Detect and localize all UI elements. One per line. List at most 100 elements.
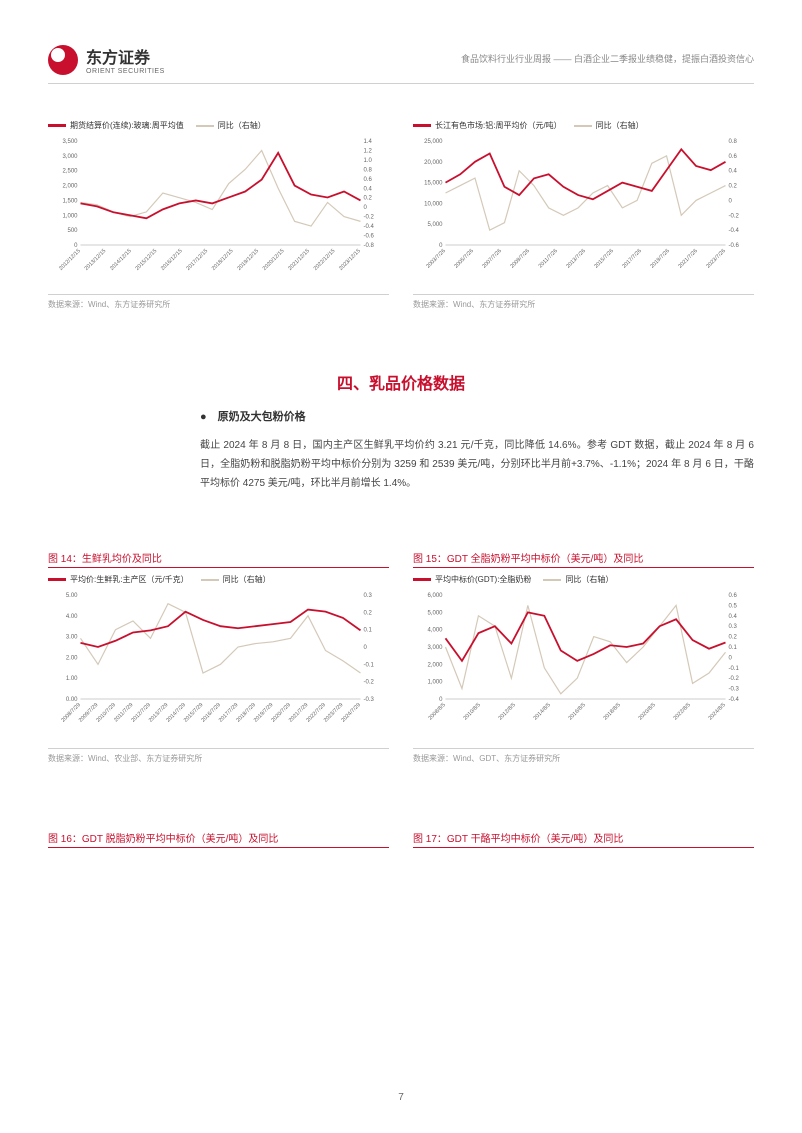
svg-text:0: 0 bbox=[729, 198, 733, 204]
svg-text:-0.1: -0.1 bbox=[729, 666, 740, 672]
svg-text:2,000: 2,000 bbox=[62, 184, 78, 190]
legend-label: 同比（右轴） bbox=[565, 574, 613, 585]
svg-text:5,000: 5,000 bbox=[427, 610, 443, 616]
chart-12-svg: 05001,0001,5002,0002,5003,0003,500-0.8-0… bbox=[48, 135, 389, 285]
svg-text:0.00: 0.00 bbox=[66, 697, 78, 703]
svg-text:-0.4: -0.4 bbox=[364, 224, 375, 230]
svg-text:0.2: 0.2 bbox=[729, 635, 738, 641]
chart-13-legend: 长江有色市场:铝:周平均价（元/吨） 同比（右轴） bbox=[413, 120, 754, 131]
svg-text:20,000: 20,000 bbox=[424, 160, 443, 166]
chart-14-svg: 0.001.002.003.004.005.00-0.3-0.2-0.100.1… bbox=[48, 589, 389, 739]
svg-text:1.00: 1.00 bbox=[66, 676, 78, 682]
svg-text:2024/7/29: 2024/7/29 bbox=[340, 702, 362, 724]
svg-text:-0.2: -0.2 bbox=[364, 215, 375, 221]
logo-block: 东方证券 ORIENT SECURITIES bbox=[48, 44, 165, 75]
chart-17: 图 17：GDT 干酪平均中标价（美元/吨）及同比 bbox=[413, 830, 754, 854]
svg-text:1.2: 1.2 bbox=[364, 148, 373, 154]
svg-text:2.00: 2.00 bbox=[66, 655, 78, 661]
svg-text:2014/8/5: 2014/8/5 bbox=[533, 702, 552, 721]
svg-text:2013/7/26: 2013/7/26 bbox=[565, 248, 587, 270]
legend-swatch-secondary bbox=[574, 125, 592, 127]
chart-pair-bottom: 图 16：GDT 脱脂奶粉平均中标价（美元/吨）及同比 图 17：GDT 干酪平… bbox=[48, 830, 754, 854]
svg-text:0: 0 bbox=[364, 645, 368, 651]
svg-text:2011/7/26: 2011/7/26 bbox=[538, 248, 559, 269]
legend-swatch-primary bbox=[413, 124, 431, 127]
svg-text:2017/12/15: 2017/12/15 bbox=[185, 248, 209, 272]
legend-swatch-secondary bbox=[196, 125, 214, 127]
chart-13-source: 数据来源：Wind、东方证券研究所 bbox=[413, 294, 754, 310]
chart-pair-mid: 图 14：生鲜乳均价及同比 平均价:生鲜乳:主产区（元/千克） 同比（右轴） 0… bbox=[48, 550, 754, 764]
legend-label: 平均中标价(GDT):全脂奶粉 bbox=[435, 574, 531, 585]
chart-14-legend: 平均价:生鲜乳:主产区（元/千克） 同比（右轴） bbox=[48, 574, 389, 585]
svg-text:0.4: 0.4 bbox=[729, 614, 738, 620]
svg-text:2014/12/15: 2014/12/15 bbox=[109, 248, 133, 272]
chart-14-title: 图 14：生鲜乳均价及同比 bbox=[48, 550, 389, 568]
svg-text:2010/8/5: 2010/8/5 bbox=[463, 702, 482, 721]
svg-text:2017/7/26: 2017/7/26 bbox=[621, 248, 643, 270]
svg-text:1,500: 1,500 bbox=[62, 198, 78, 204]
svg-text:2008/8/5: 2008/8/5 bbox=[428, 702, 447, 721]
chart-15-title: 图 15：GDT 全脂奶粉平均中标价（美元/吨）及同比 bbox=[413, 550, 754, 568]
svg-text:-0.4: -0.4 bbox=[729, 697, 740, 703]
svg-text:4,000: 4,000 bbox=[427, 628, 443, 634]
section-body: 截止 2024 年 8 月 8 日，国内主产区生鲜乳平均价约 3.21 元/千克… bbox=[200, 436, 754, 493]
svg-text:2021/7/26: 2021/7/26 bbox=[677, 248, 699, 270]
chart-15-source: 数据来源：Wind、GDT、东方证券研究所 bbox=[413, 748, 754, 764]
legend-swatch-secondary bbox=[201, 579, 219, 581]
svg-text:0.4: 0.4 bbox=[364, 186, 373, 192]
svg-text:2021/12/15: 2021/12/15 bbox=[287, 248, 311, 272]
legend-swatch-secondary bbox=[543, 579, 561, 581]
svg-text:0.2: 0.2 bbox=[364, 196, 373, 202]
svg-text:2018/12/15: 2018/12/15 bbox=[211, 248, 235, 272]
svg-text:2016/8/5: 2016/8/5 bbox=[568, 702, 587, 721]
svg-text:-0.6: -0.6 bbox=[364, 234, 375, 240]
svg-text:2020/12/15: 2020/12/15 bbox=[262, 248, 286, 272]
svg-text:500: 500 bbox=[67, 228, 78, 234]
svg-text:2022/12/15: 2022/12/15 bbox=[313, 248, 337, 272]
page-number: 7 bbox=[398, 1092, 404, 1103]
svg-text:3,000: 3,000 bbox=[427, 645, 443, 651]
chart-15-svg: 01,0002,0003,0004,0005,0006,000-0.4-0.3-… bbox=[413, 589, 754, 739]
chart-12-legend: 期货结算价(连续):玻璃:周平均值 同比（右轴） bbox=[48, 120, 389, 131]
svg-text:15,000: 15,000 bbox=[424, 181, 443, 187]
svg-text:-0.8: -0.8 bbox=[364, 243, 375, 249]
svg-text:2005/7/26: 2005/7/26 bbox=[453, 248, 475, 270]
legend-label: 长江有色市场:铝:周平均价（元/吨） bbox=[435, 120, 562, 131]
chart-14-source: 数据来源：Wind、农业部、东方证券研究所 bbox=[48, 748, 389, 764]
svg-text:-0.2: -0.2 bbox=[729, 213, 740, 219]
svg-text:2024/8/5: 2024/8/5 bbox=[708, 702, 727, 721]
section-title: 四、乳品价格数据 bbox=[0, 370, 802, 394]
svg-text:0.3: 0.3 bbox=[729, 624, 738, 630]
svg-text:2012/8/5: 2012/8/5 bbox=[498, 702, 517, 721]
logo-icon bbox=[48, 45, 78, 75]
svg-text:2012/12/15: 2012/12/15 bbox=[58, 248, 82, 272]
svg-text:0.8: 0.8 bbox=[729, 139, 738, 145]
svg-text:2020/8/5: 2020/8/5 bbox=[638, 702, 657, 721]
svg-text:-0.2: -0.2 bbox=[729, 676, 740, 682]
svg-text:-0.3: -0.3 bbox=[364, 697, 375, 703]
chart-16-title: 图 16：GDT 脱脂奶粉平均中标价（美元/吨）及同比 bbox=[48, 830, 389, 848]
svg-text:0.8: 0.8 bbox=[364, 167, 373, 173]
chart-17-title: 图 17：GDT 干酪平均中标价（美元/吨）及同比 bbox=[413, 830, 754, 848]
svg-text:2,500: 2,500 bbox=[62, 169, 78, 175]
chart-15: 图 15：GDT 全脂奶粉平均中标价（美元/吨）及同比 平均中标价(GDT):全… bbox=[413, 550, 754, 764]
svg-text:2007/7/26: 2007/7/26 bbox=[481, 248, 503, 270]
svg-text:1,000: 1,000 bbox=[62, 213, 78, 219]
svg-text:0.5: 0.5 bbox=[729, 603, 738, 609]
svg-text:2018/8/5: 2018/8/5 bbox=[603, 702, 622, 721]
svg-text:2015/7/26: 2015/7/26 bbox=[593, 248, 615, 270]
svg-text:0.1: 0.1 bbox=[729, 645, 738, 651]
svg-text:0: 0 bbox=[729, 655, 733, 661]
legend-label: 期货结算价(连续):玻璃:周平均值 bbox=[70, 120, 184, 131]
legend-swatch-primary bbox=[48, 124, 66, 127]
svg-text:3,000: 3,000 bbox=[62, 154, 78, 160]
svg-text:0: 0 bbox=[364, 205, 368, 211]
svg-text:0.2: 0.2 bbox=[729, 184, 738, 190]
svg-text:-0.1: -0.1 bbox=[364, 662, 375, 668]
chart-16: 图 16：GDT 脱脂奶粉平均中标价（美元/吨）及同比 bbox=[48, 830, 389, 854]
svg-text:2019/7/26: 2019/7/26 bbox=[649, 248, 671, 270]
legend-label: 同比（右轴） bbox=[223, 574, 271, 585]
legend-label: 平均价:生鲜乳:主产区（元/千克） bbox=[70, 574, 189, 585]
chart-15-legend: 平均中标价(GDT):全脂奶粉 同比（右轴） bbox=[413, 574, 754, 585]
chart-12-source: 数据来源：Wind、东方证券研究所 bbox=[48, 294, 389, 310]
